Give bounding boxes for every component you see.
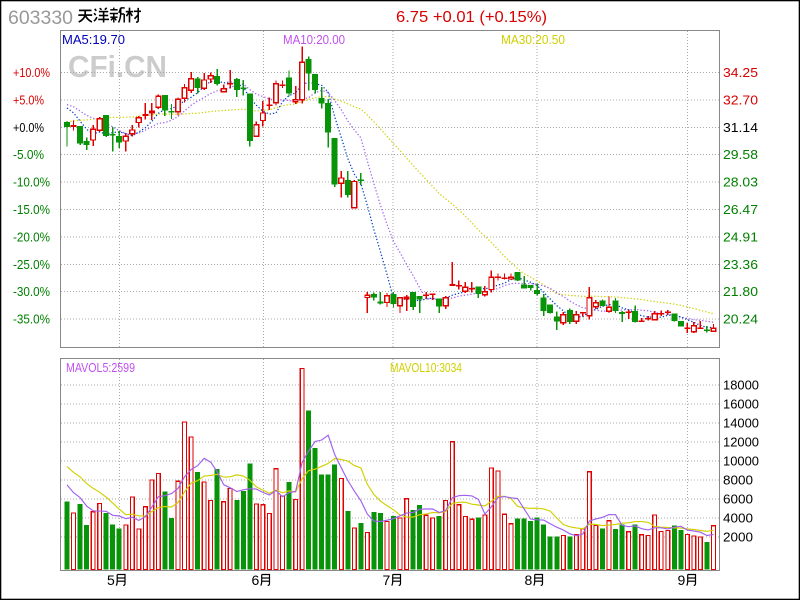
svg-text:+0.0%: +0.0% xyxy=(13,121,44,135)
svg-text:10000: 10000 xyxy=(723,454,759,469)
svg-text:+10.0%: +10.0% xyxy=(13,66,50,80)
svg-text:4000: 4000 xyxy=(723,510,753,525)
svg-text:MA30:20.50: MA30:20.50 xyxy=(501,32,565,47)
svg-text:MAVOL5:2599: MAVOL5:2599 xyxy=(66,360,135,375)
svg-text:7: 7 xyxy=(383,572,391,588)
svg-text:-10.0%: -10.0% xyxy=(13,176,50,190)
svg-text:9: 9 xyxy=(678,572,686,588)
svg-text:26.47: 26.47 xyxy=(723,202,758,217)
svg-text:MAVOL10:3034: MAVOL10:3034 xyxy=(390,360,462,375)
svg-text:-25.0%: -25.0% xyxy=(13,258,50,272)
svg-text:-35.0%: -35.0% xyxy=(13,313,50,327)
svg-text:-15.0%: -15.0% xyxy=(13,203,50,217)
svg-text:-20.0%: -20.0% xyxy=(13,230,50,244)
svg-text:18000: 18000 xyxy=(723,378,759,393)
svg-text:34.25: 34.25 xyxy=(723,65,758,80)
svg-text:603330: 603330 xyxy=(8,8,73,29)
svg-text:8: 8 xyxy=(525,572,533,588)
svg-text:8000: 8000 xyxy=(723,472,753,487)
svg-text:-30.0%: -30.0% xyxy=(13,285,50,299)
svg-text:14000: 14000 xyxy=(723,416,759,431)
svg-text:5: 5 xyxy=(107,572,115,588)
svg-text:16000: 16000 xyxy=(723,397,759,412)
svg-text:12000: 12000 xyxy=(723,435,759,450)
svg-text:MA5:19.70: MA5:19.70 xyxy=(62,32,125,47)
svg-text:+5.0%: +5.0% xyxy=(13,93,44,107)
svg-text:6.75 +0.01 (+0.15%): 6.75 +0.01 (+0.15%) xyxy=(396,9,547,26)
svg-text:MA10:20.00: MA10:20.00 xyxy=(283,32,345,47)
svg-text:31.14: 31.14 xyxy=(723,120,758,135)
svg-text:6: 6 xyxy=(252,572,260,588)
svg-text:CFi.CN: CFi.CN xyxy=(68,49,167,84)
svg-text:21.80: 21.80 xyxy=(723,284,758,299)
svg-text:29.58: 29.58 xyxy=(723,147,758,162)
svg-text:-5.0%: -5.0% xyxy=(13,148,44,162)
svg-text:23.36: 23.36 xyxy=(723,257,758,272)
svg-text:24.91: 24.91 xyxy=(723,229,758,244)
svg-text:32.70: 32.70 xyxy=(723,92,758,107)
svg-text:28.03: 28.03 xyxy=(723,175,758,190)
svg-text:6000: 6000 xyxy=(723,491,753,506)
svg-text:2000: 2000 xyxy=(723,529,753,544)
svg-text:20.24: 20.24 xyxy=(723,312,758,327)
